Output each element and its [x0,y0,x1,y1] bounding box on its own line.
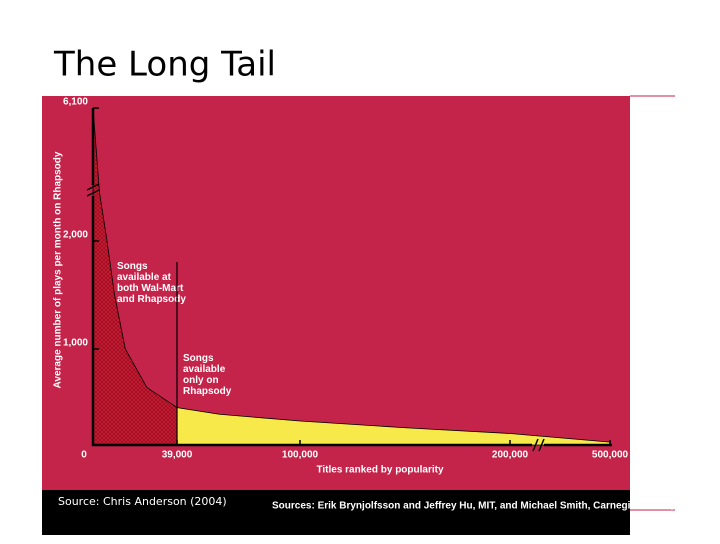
x-tick-label: 500,000 [592,450,629,461]
axis-line [91,108,612,447]
annotation: Songs available only on Rhapsody [183,353,232,397]
slide-title: The Long Tail [53,45,276,85]
y-axis-label: Average number of plays per month on Rha… [53,151,64,388]
y-tick-label: 6,100 [63,97,88,108]
annotation-text: Songs [183,353,214,364]
chart-background [42,96,630,535]
axis-break [86,183,100,197]
y-tick-label: 1,000 [63,338,88,349]
annotation-text: Songs [117,261,148,272]
source-strip [42,490,630,535]
y-tick-label: 2,000 [63,230,88,241]
x-tick-label: 100,000 [282,450,319,461]
x-tick-label: 39,000 [162,450,193,461]
annotation-text: available [183,364,226,375]
x-axis-label: Titles ranked by popularity [316,465,444,476]
annotation-text: Rhapsody [183,386,232,397]
annotation-text: and Rhapsody [117,294,186,305]
x-tick-label: 200,000 [492,450,529,461]
x-tick-label: 0 [81,450,87,461]
annotation: Songs available at both Wal-Mart and Rhapso… [117,261,186,305]
credits: Sources: Erik Brynjolfsson and Jeffrey H… [272,501,720,512]
source: Source: Chris Anderson (2004) [58,495,227,508]
annotation-text: available at [117,272,172,283]
axis-break [532,438,545,452]
axes [86,108,612,452]
annotation-text: both Wal-Mart [117,283,184,294]
annotation-text: only on [183,375,219,386]
